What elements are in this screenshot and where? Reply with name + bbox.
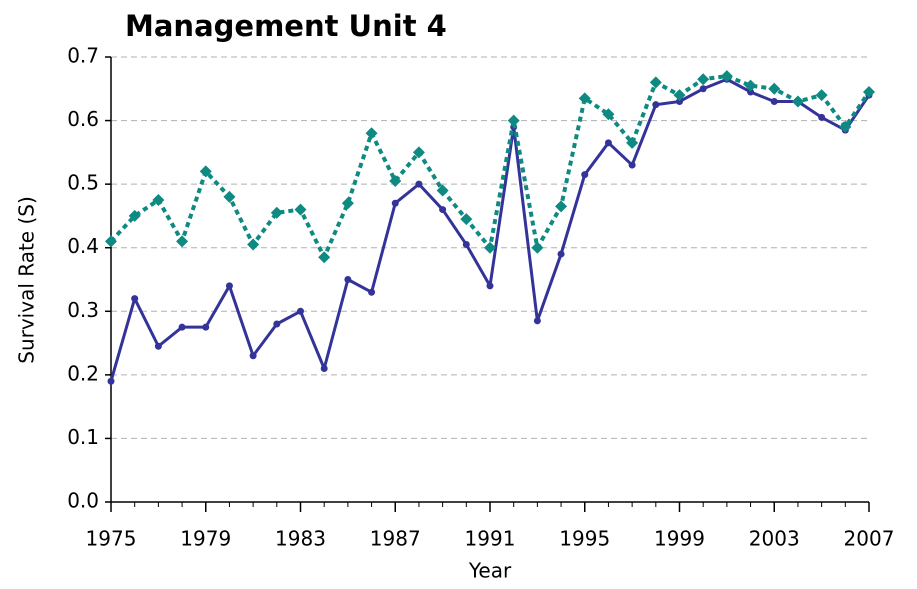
series-line (109, 74, 871, 260)
point (368, 288, 376, 296)
point (341, 197, 354, 210)
x-tick-label: 1979 (180, 527, 231, 551)
point (770, 98, 778, 105)
point (320, 365, 328, 372)
point (484, 241, 496, 254)
point (273, 320, 281, 328)
y-tick-label: 0.5 (67, 171, 99, 195)
point (107, 377, 115, 385)
point (297, 307, 304, 315)
point (152, 194, 165, 207)
point (818, 113, 826, 121)
point (581, 171, 589, 179)
point (791, 95, 804, 108)
point (578, 92, 591, 105)
x-tick-label: 2007 (844, 527, 895, 551)
point (768, 82, 781, 95)
x-tick-label: 1991 (465, 527, 516, 551)
x-tick-label: 2003 (749, 527, 800, 551)
point (412, 146, 425, 159)
point (389, 174, 402, 187)
point (507, 114, 520, 127)
point (697, 73, 710, 86)
point (720, 70, 733, 83)
point (839, 120, 852, 133)
point (318, 251, 331, 264)
point (439, 206, 447, 214)
x-tick-label: 1987 (370, 527, 421, 551)
point (533, 317, 541, 325)
point (815, 89, 828, 102)
point (105, 235, 117, 248)
point (270, 206, 283, 219)
point (460, 213, 473, 226)
y-axis-label: Survival Rate (S) (15, 196, 39, 364)
x-axis-label: Year (468, 559, 512, 583)
point (131, 295, 139, 303)
point (557, 250, 565, 258)
point (673, 89, 686, 102)
point (747, 88, 755, 96)
chart-title: Management Unit 4 (125, 9, 447, 43)
point (344, 276, 352, 283)
y-tick-label: 0.6 (67, 107, 99, 131)
point (462, 241, 470, 249)
x-tick-label: 1999 (654, 527, 705, 551)
point (652, 101, 660, 109)
point (202, 323, 210, 331)
point (555, 200, 568, 213)
x-tick-label: 1983 (275, 527, 326, 551)
point (154, 342, 162, 350)
point (391, 199, 399, 207)
point (247, 238, 260, 251)
point (676, 98, 683, 105)
point (249, 352, 257, 360)
point (602, 108, 615, 121)
y-tick-label: 0.3 (67, 298, 99, 322)
y-tick-label: 0.0 (67, 489, 99, 513)
point (225, 282, 233, 290)
point (649, 76, 662, 89)
x-tick-label: 1975 (86, 527, 137, 551)
point (744, 79, 757, 92)
series-line (109, 77, 871, 382)
y-tick-label: 0.2 (67, 361, 99, 385)
y-tick-label: 0.1 (67, 425, 99, 449)
point (628, 161, 636, 169)
y-tick-label: 0.4 (67, 234, 99, 258)
point (604, 139, 612, 147)
point (863, 85, 875, 98)
point (415, 180, 423, 188)
point (128, 209, 141, 222)
point (223, 190, 236, 203)
point (626, 136, 639, 149)
point (199, 165, 212, 178)
point (436, 184, 449, 197)
point (176, 235, 189, 248)
y-tick-label: 0.7 (67, 44, 99, 68)
point (531, 241, 544, 254)
point (486, 282, 494, 290)
point (699, 85, 707, 93)
x-tick-label: 1995 (559, 527, 610, 551)
point (294, 203, 307, 216)
point (178, 323, 186, 331)
point (365, 127, 378, 140)
